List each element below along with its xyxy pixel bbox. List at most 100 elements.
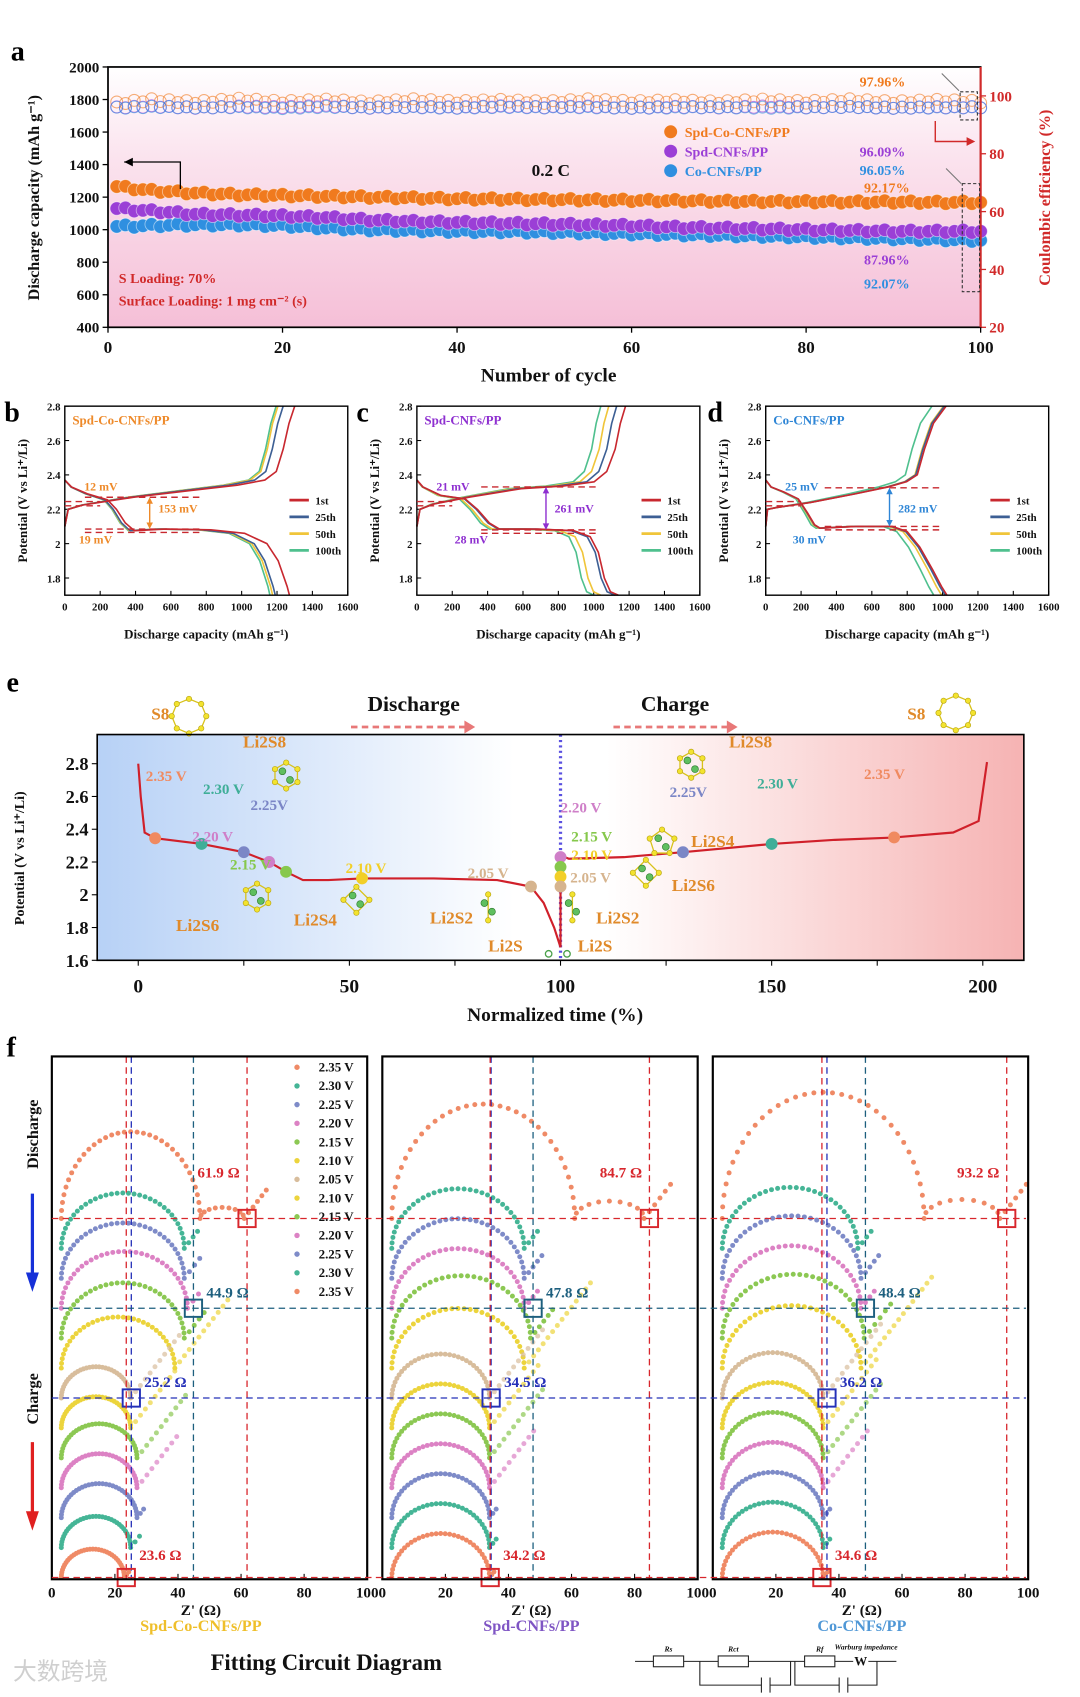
impedance-point bbox=[226, 1205, 232, 1211]
impedance-point bbox=[795, 1303, 801, 1309]
impedance-point bbox=[83, 1201, 89, 1207]
panel-label-e: e bbox=[6, 667, 18, 698]
impedance-point bbox=[852, 1229, 858, 1235]
impedance-point bbox=[730, 1302, 736, 1308]
impedance-point bbox=[408, 1420, 414, 1426]
impedance-point bbox=[399, 1428, 405, 1434]
impedance-point bbox=[566, 1174, 571, 1180]
impedance-point bbox=[813, 1431, 819, 1437]
impedance-point bbox=[389, 1481, 395, 1487]
impedance-point bbox=[405, 1392, 411, 1398]
y-tick-label: 1000 bbox=[69, 223, 99, 239]
y-tick-label: 1600 bbox=[69, 125, 99, 141]
impedance-point bbox=[467, 1247, 473, 1253]
impedance-point bbox=[389, 1455, 395, 1461]
impedance-point bbox=[405, 1422, 411, 1428]
impedance-point bbox=[259, 1193, 265, 1199]
impedance-point bbox=[886, 1329, 892, 1335]
impedance-point bbox=[485, 1252, 491, 1258]
impedance-point bbox=[391, 1473, 397, 1479]
nyquist-curve bbox=[58, 1129, 269, 1221]
impedance-point bbox=[795, 1213, 801, 1219]
impedance-point bbox=[437, 1308, 443, 1314]
impedance-point bbox=[174, 1151, 180, 1157]
impedance-point bbox=[812, 1188, 818, 1194]
impedance-point bbox=[792, 1474, 798, 1480]
impedance-point bbox=[395, 1174, 401, 1180]
impedance-point bbox=[74, 1238, 80, 1244]
impedance-point bbox=[828, 1197, 834, 1203]
ce-point bbox=[415, 101, 429, 115]
legend-label: 1st bbox=[667, 495, 681, 507]
impedance-point bbox=[65, 1310, 71, 1316]
nyquist-curve bbox=[58, 1392, 189, 1461]
impedance-point bbox=[813, 1521, 819, 1527]
ce-zoom-box bbox=[959, 91, 978, 121]
impedance-point bbox=[85, 1322, 91, 1328]
impedance-point bbox=[504, 1325, 510, 1331]
impedance-point bbox=[725, 1375, 731, 1381]
ce-point bbox=[450, 96, 464, 110]
impedance-point bbox=[497, 1103, 503, 1109]
impedance-point bbox=[509, 1293, 515, 1299]
impedance-point bbox=[793, 1094, 799, 1100]
impedance-point bbox=[796, 1536, 802, 1542]
impedance-point bbox=[756, 1411, 762, 1417]
impedance-point bbox=[451, 1383, 457, 1389]
impedance-point bbox=[181, 1330, 187, 1336]
impedance-point bbox=[481, 1495, 487, 1501]
impedance-point bbox=[844, 1424, 850, 1430]
impedance-point bbox=[721, 1442, 727, 1448]
ce-point bbox=[729, 101, 743, 115]
impedance-point bbox=[481, 1435, 487, 1441]
impedance-point bbox=[474, 1425, 480, 1431]
legend-marker bbox=[294, 1120, 300, 1127]
ce-point bbox=[642, 101, 656, 115]
impedance-point bbox=[142, 1376, 148, 1382]
impedance-point bbox=[866, 1328, 872, 1334]
impedance-point bbox=[810, 1547, 816, 1553]
impedance-point bbox=[752, 1353, 757, 1359]
impedance-point bbox=[467, 1510, 473, 1515]
impedance-point bbox=[855, 1288, 861, 1294]
y-tick-label: 1.6 bbox=[66, 951, 89, 971]
impedance-point bbox=[196, 1334, 202, 1340]
impedance-point bbox=[182, 1290, 188, 1296]
impedance-point bbox=[506, 1400, 512, 1406]
impedance-point bbox=[864, 1369, 870, 1375]
watermark: 大数跨境 bbox=[13, 1659, 108, 1686]
impedance-point bbox=[420, 1225, 426, 1231]
impedance-point bbox=[491, 1419, 497, 1425]
impedance-point bbox=[422, 1282, 428, 1288]
impedance-point bbox=[743, 1356, 749, 1362]
impedance-point bbox=[392, 1529, 398, 1535]
impedance-point bbox=[784, 1098, 790, 1104]
impedance-point bbox=[172, 1360, 178, 1366]
impedance-point bbox=[180, 1285, 186, 1291]
impedance-point bbox=[162, 1351, 168, 1357]
impedance-point bbox=[733, 1238, 739, 1244]
impedance-point bbox=[402, 1395, 408, 1401]
impedance-point bbox=[770, 1305, 776, 1311]
x-tick-label: 0 bbox=[414, 601, 419, 613]
ce-point bbox=[817, 101, 831, 115]
impedance-point bbox=[720, 1329, 726, 1335]
impedance-point bbox=[530, 1234, 536, 1240]
impedance-point bbox=[58, 1215, 64, 1221]
voltage-label: 2.15 V bbox=[571, 829, 612, 845]
impedance-point bbox=[147, 1196, 153, 1202]
x-tick-label: 1200 bbox=[618, 601, 640, 613]
x-tick-label: 60 bbox=[234, 1586, 249, 1602]
impedance-point bbox=[500, 1231, 506, 1237]
x-axis-label: Z' (Ω) bbox=[511, 1603, 551, 1619]
impedance-point bbox=[517, 1224, 523, 1230]
impedance-point bbox=[157, 1231, 163, 1237]
ce-point bbox=[703, 94, 717, 108]
impedance-point bbox=[511, 1244, 517, 1250]
species-label: Li2S6 bbox=[672, 876, 716, 895]
impedance-point bbox=[784, 1471, 790, 1477]
y-tick-label: 2.8 bbox=[47, 401, 61, 413]
impedance-point bbox=[463, 1447, 469, 1453]
impedance-point bbox=[168, 1411, 174, 1417]
ce-point bbox=[564, 100, 577, 114]
